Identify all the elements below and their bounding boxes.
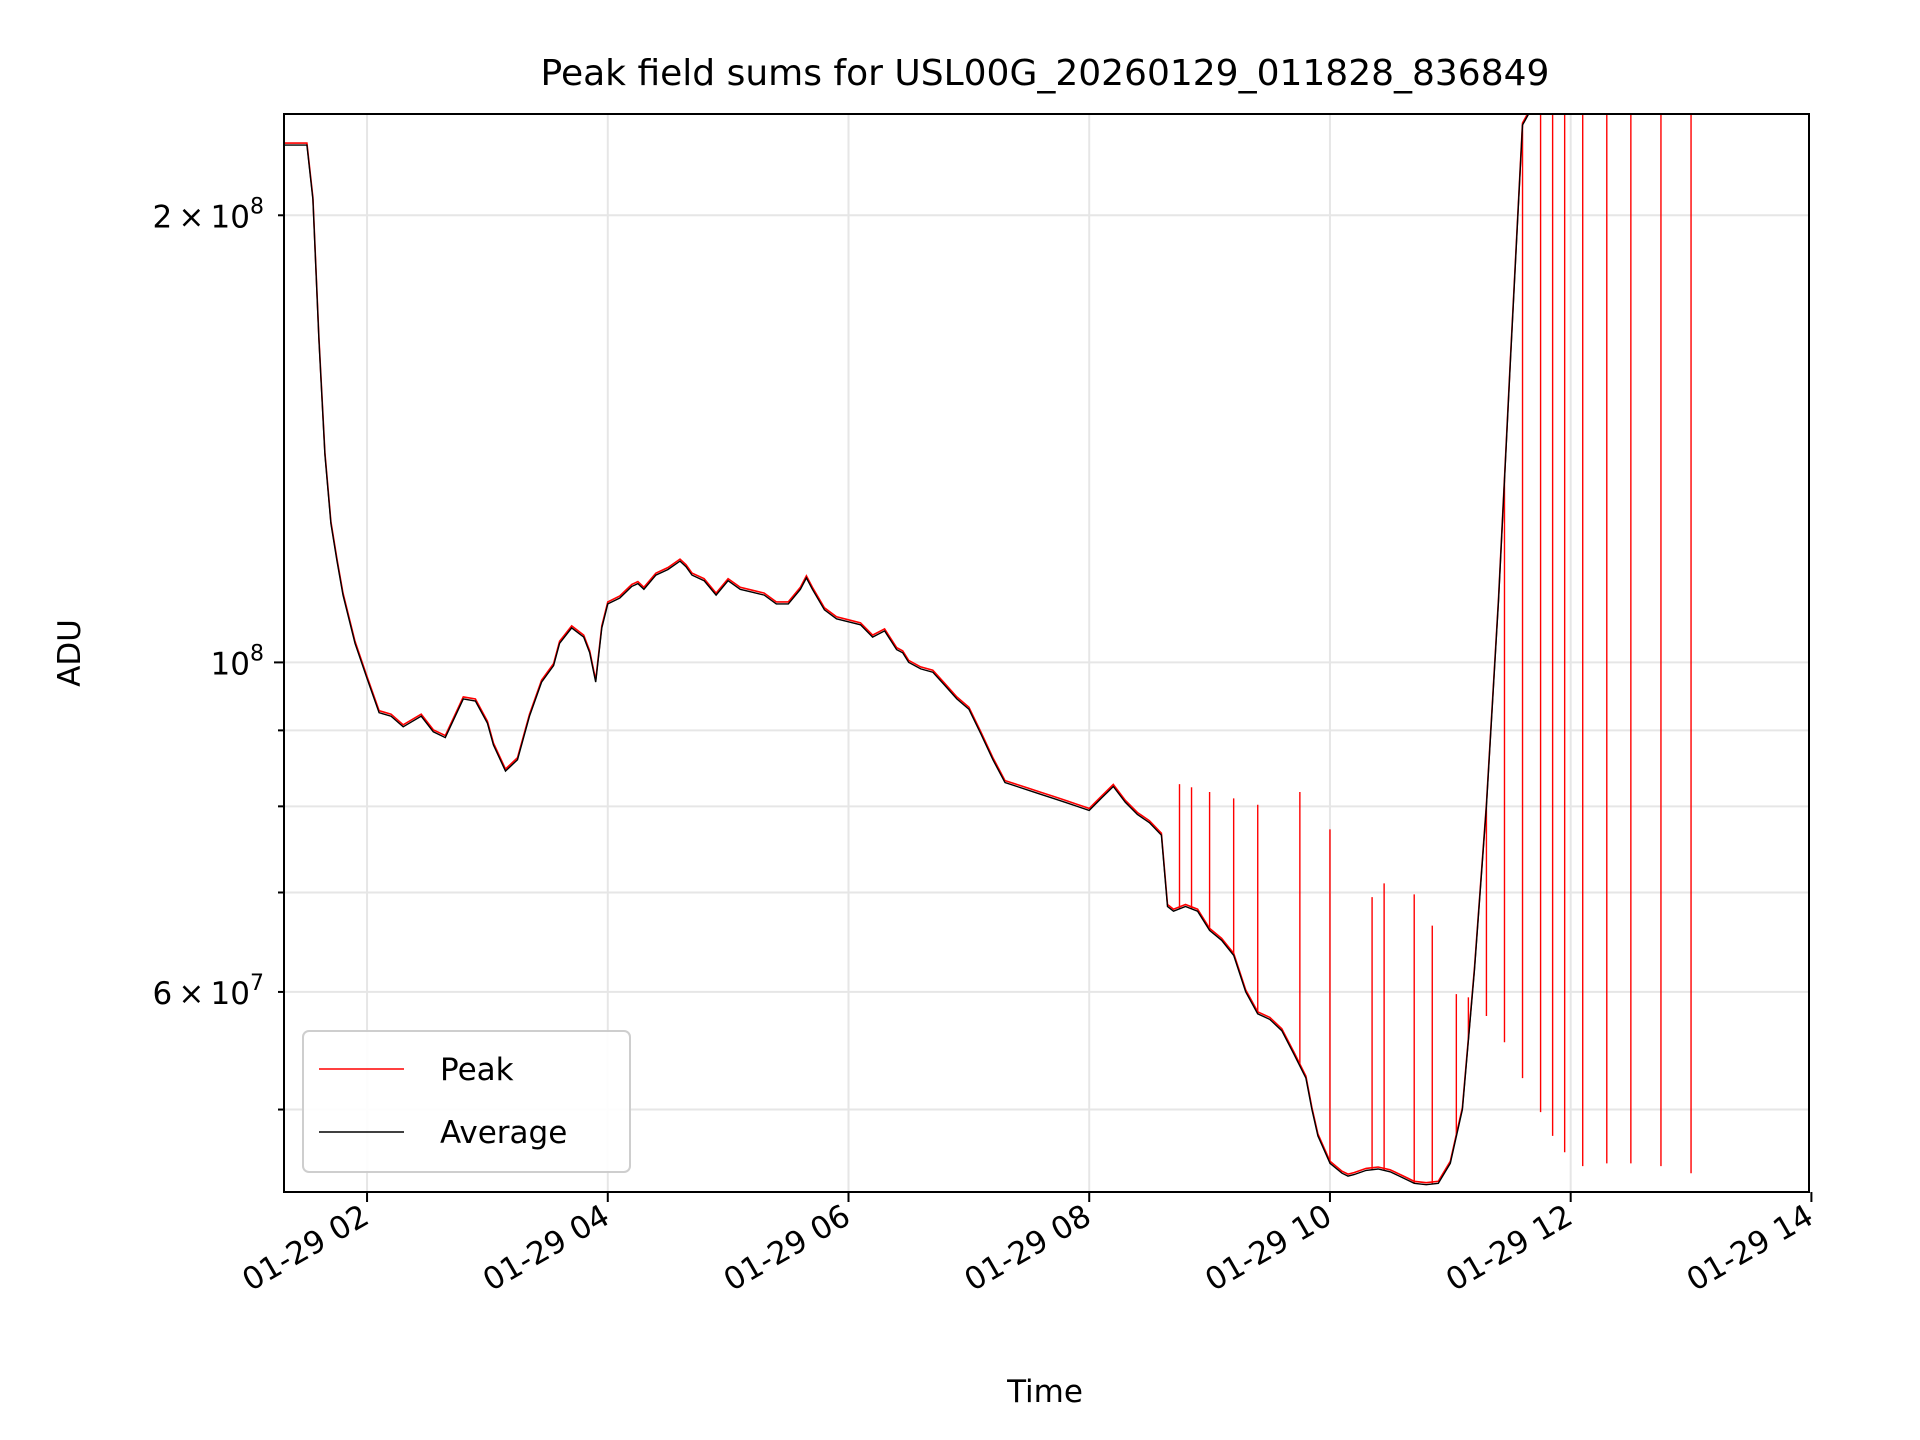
plot-frame [283, 113, 1810, 1193]
y-tick-label: 6 × 107 [152, 971, 264, 1012]
series-group [284, 114, 1692, 1186]
legend-box [302, 1030, 631, 1173]
y-tick-label: 2 × 108 [152, 194, 264, 235]
y-axis-label: ADU [52, 619, 88, 687]
series-line-average [284, 114, 1530, 1186]
legend-label-peak: Peak [440, 1052, 514, 1088]
y-axis-ticks: 108 6 × 107 2 × 108 [152, 194, 284, 1111]
series-layer [284, 114, 1692, 1186]
x-axis-label: Time [1006, 1374, 1083, 1410]
legend-label-average: Average [440, 1115, 567, 1151]
grid [284, 114, 1809, 1192]
chart-title: Peak field sums for USL00G_20260129_0118… [541, 53, 1550, 94]
series-line-peak [284, 114, 1529, 1184]
y-tick-label: 108 [211, 641, 264, 682]
plot-area [284, 114, 1809, 1192]
legend: Peak Average [302, 1030, 631, 1173]
